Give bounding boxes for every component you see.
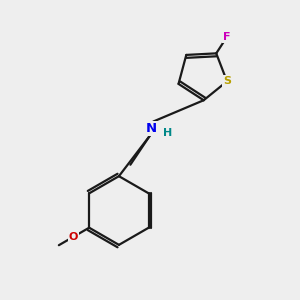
Text: S: S bbox=[223, 76, 231, 86]
Text: H: H bbox=[163, 128, 172, 138]
Text: F: F bbox=[223, 32, 230, 42]
Text: N: N bbox=[146, 122, 157, 135]
Text: O: O bbox=[69, 232, 78, 242]
